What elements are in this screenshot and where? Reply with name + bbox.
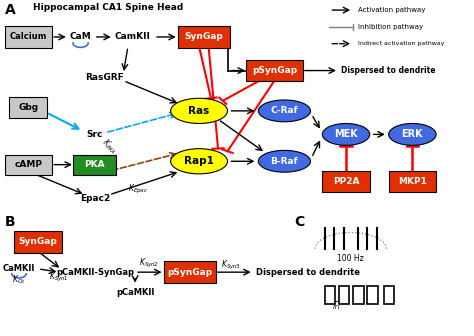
Text: $K_{Syn3}$: $K_{Syn3}$	[221, 259, 241, 272]
FancyBboxPatch shape	[322, 171, 370, 192]
FancyBboxPatch shape	[178, 26, 230, 48]
Text: Epac2: Epac2	[80, 194, 110, 203]
Bar	[353, 286, 364, 304]
Text: Hippocampal CA1 Spine Head: Hippocampal CA1 Spine Head	[33, 3, 183, 12]
Text: A: A	[5, 3, 16, 17]
Text: cAMP: cAMP	[14, 160, 43, 169]
Text: $K_{Syn2}$: $K_{Syn2}$	[139, 257, 159, 270]
Text: PP2A: PP2A	[333, 177, 359, 186]
Text: Dispersed to dendrite: Dispersed to dendrite	[256, 268, 360, 277]
Text: $K_{Syn1}$: $K_{Syn1}$	[49, 271, 69, 284]
Text: $K_{Epac}$: $K_{Epac}$	[128, 183, 147, 196]
Text: PKA: PKA	[84, 160, 105, 169]
Text: MEK: MEK	[334, 129, 358, 139]
Text: pSynGap: pSynGap	[167, 268, 212, 277]
Text: CamKII: CamKII	[115, 33, 151, 41]
Text: C: C	[294, 215, 304, 229]
Text: SynGap: SynGap	[184, 33, 223, 41]
Ellipse shape	[258, 151, 310, 172]
FancyBboxPatch shape	[9, 97, 47, 118]
Text: ERK: ERK	[401, 129, 423, 139]
Ellipse shape	[389, 124, 436, 145]
Text: MKP1: MKP1	[398, 177, 427, 186]
Text: 100 Hz: 100 Hz	[337, 254, 364, 263]
Text: Dispersed to dendrite: Dispersed to dendrite	[341, 66, 436, 75]
Bar	[367, 286, 378, 304]
Text: Gbg: Gbg	[18, 103, 38, 112]
Text: Activation pathway: Activation pathway	[358, 7, 425, 13]
Text: Rap1: Rap1	[184, 156, 214, 166]
Ellipse shape	[258, 100, 310, 122]
Text: Calcium: Calcium	[10, 33, 47, 41]
Text: Inhibition pathway: Inhibition pathway	[358, 24, 423, 30]
Ellipse shape	[171, 98, 228, 124]
Text: SynGap: SynGap	[18, 238, 57, 246]
Text: $K_{PKA}$: $K_{PKA}$	[99, 136, 119, 157]
Text: CaM: CaM	[70, 33, 91, 41]
Ellipse shape	[322, 124, 370, 145]
Text: ITI: ITI	[333, 305, 341, 310]
Text: Indirect activation pathway: Indirect activation pathway	[358, 41, 444, 46]
Text: pSynGap: pSynGap	[252, 66, 298, 75]
Text: Src: Src	[87, 130, 103, 139]
FancyBboxPatch shape	[5, 155, 52, 175]
Text: RasGRF: RasGRF	[85, 73, 124, 82]
Bar	[384, 286, 394, 304]
Text: pCaMKII: pCaMKII	[116, 288, 154, 297]
FancyBboxPatch shape	[246, 60, 303, 82]
Text: C-Raf: C-Raf	[271, 107, 298, 115]
FancyBboxPatch shape	[5, 26, 52, 48]
Text: B-Raf: B-Raf	[271, 157, 298, 166]
Bar	[339, 286, 349, 304]
FancyBboxPatch shape	[389, 171, 436, 192]
Text: CaMKII: CaMKII	[3, 264, 35, 273]
Text: Ras: Ras	[189, 106, 210, 116]
Text: B: B	[5, 215, 15, 229]
FancyBboxPatch shape	[73, 155, 116, 175]
Ellipse shape	[171, 149, 228, 174]
FancyBboxPatch shape	[14, 231, 62, 253]
Text: pCaMKII-SynGap: pCaMKII-SynGap	[56, 268, 134, 277]
FancyBboxPatch shape	[164, 261, 216, 283]
Text: $K_{Ck}$: $K_{Ck}$	[12, 274, 26, 286]
Bar	[325, 286, 335, 304]
